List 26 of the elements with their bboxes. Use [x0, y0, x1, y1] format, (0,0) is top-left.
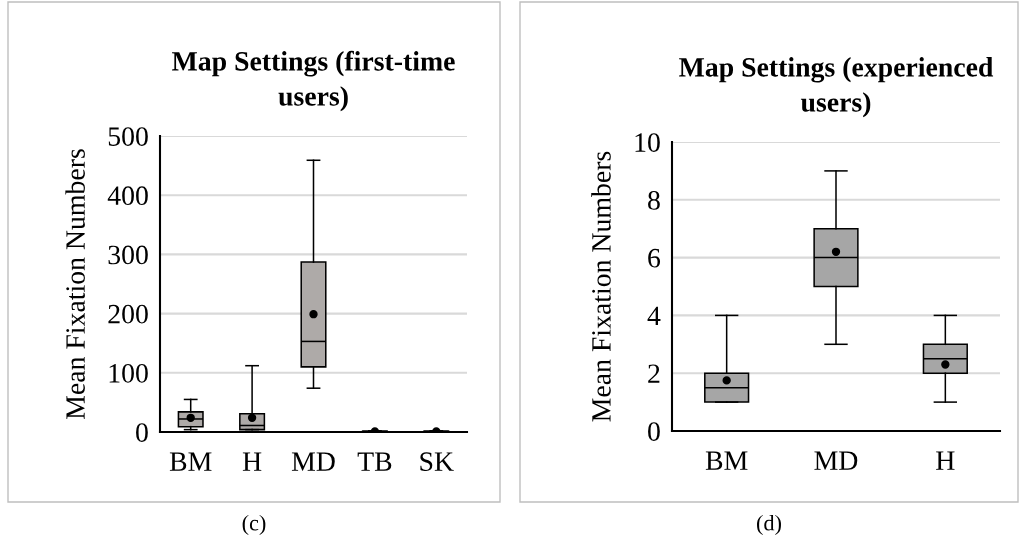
x-tick-label: BM: [705, 451, 748, 470]
y-tick-label: 6: [648, 248, 661, 268]
x-tick-label: MD: [291, 452, 335, 471]
x-tick-label: H: [242, 452, 262, 471]
y-tick-label: 0: [136, 423, 148, 442]
x-tick-label: H: [936, 451, 955, 470]
text: (d): [757, 514, 781, 536]
text: (c): [242, 514, 266, 536]
y-tick-label: 10: [635, 133, 660, 152]
y-tick-label: 500: [108, 127, 148, 146]
y-tick-label: 300: [108, 245, 148, 265]
x-tick-label: BM: [169, 452, 212, 471]
chart-title: Map Settings (experienced users): [679, 57, 994, 118]
y-tick-label: 4: [647, 306, 661, 326]
y-tick-label: 8: [648, 190, 660, 210]
y-tick-label: 400: [107, 186, 148, 206]
x-tick-label: MD: [814, 451, 858, 470]
y-tick-label: 100: [109, 363, 148, 383]
y-tick-label: 0: [648, 422, 660, 441]
y-tick-label: 2: [648, 364, 660, 383]
y-tick-label: 200: [108, 304, 148, 324]
chart-title: Map Settings (first-time users): [172, 50, 455, 112]
x-tick-label: TB: [357, 452, 392, 471]
x-tick-label: SK: [420, 452, 454, 471]
y-axis-title: Mean Fixation Numbers: [591, 151, 611, 422]
y-axis-title: Mean Fixation Numbers: [65, 149, 85, 419]
